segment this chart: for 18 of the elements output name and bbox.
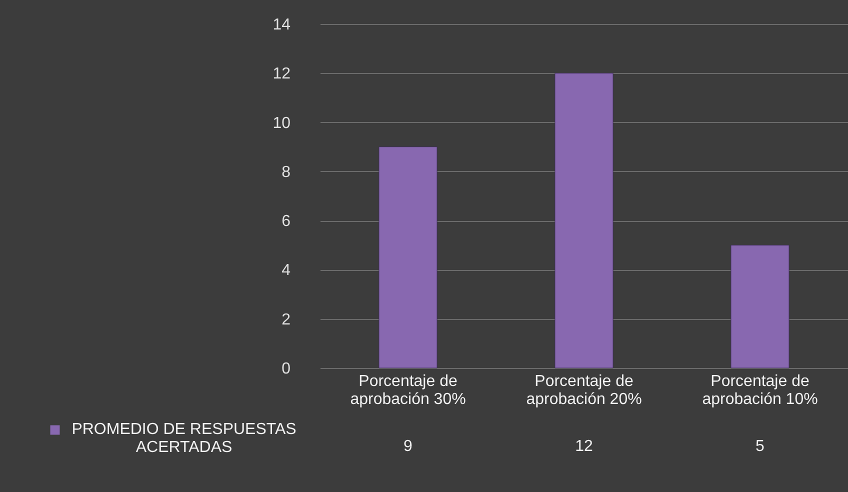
bar	[378, 146, 438, 368]
y-tick-label: 10	[272, 114, 291, 132]
y-tick-label: 6	[282, 213, 291, 230]
legend-label: PROMEDIO DE RESPUESTAS ACERTADAS	[72, 421, 296, 456]
y-tick-label: 4	[282, 262, 291, 280]
bar	[554, 72, 614, 368]
x-tick-label: Porcentaje de aprobación 20%	[526, 373, 642, 408]
data-label: 12	[575, 438, 593, 455]
x-tick-label: Porcentaje de aprobación 30%	[350, 373, 466, 408]
bar	[730, 244, 790, 368]
data-label: 9	[404, 438, 413, 455]
y-tick-label: 8	[282, 164, 291, 181]
data-label: 5	[756, 438, 765, 455]
y-tick-label: 2	[282, 311, 291, 328]
y-tick-label: 0	[282, 360, 291, 378]
x-tick-label: Porcentaje de aprobación 10%	[702, 373, 818, 408]
y-tick-label: 12	[272, 66, 291, 83]
y-tick-label: 14	[272, 16, 291, 34]
